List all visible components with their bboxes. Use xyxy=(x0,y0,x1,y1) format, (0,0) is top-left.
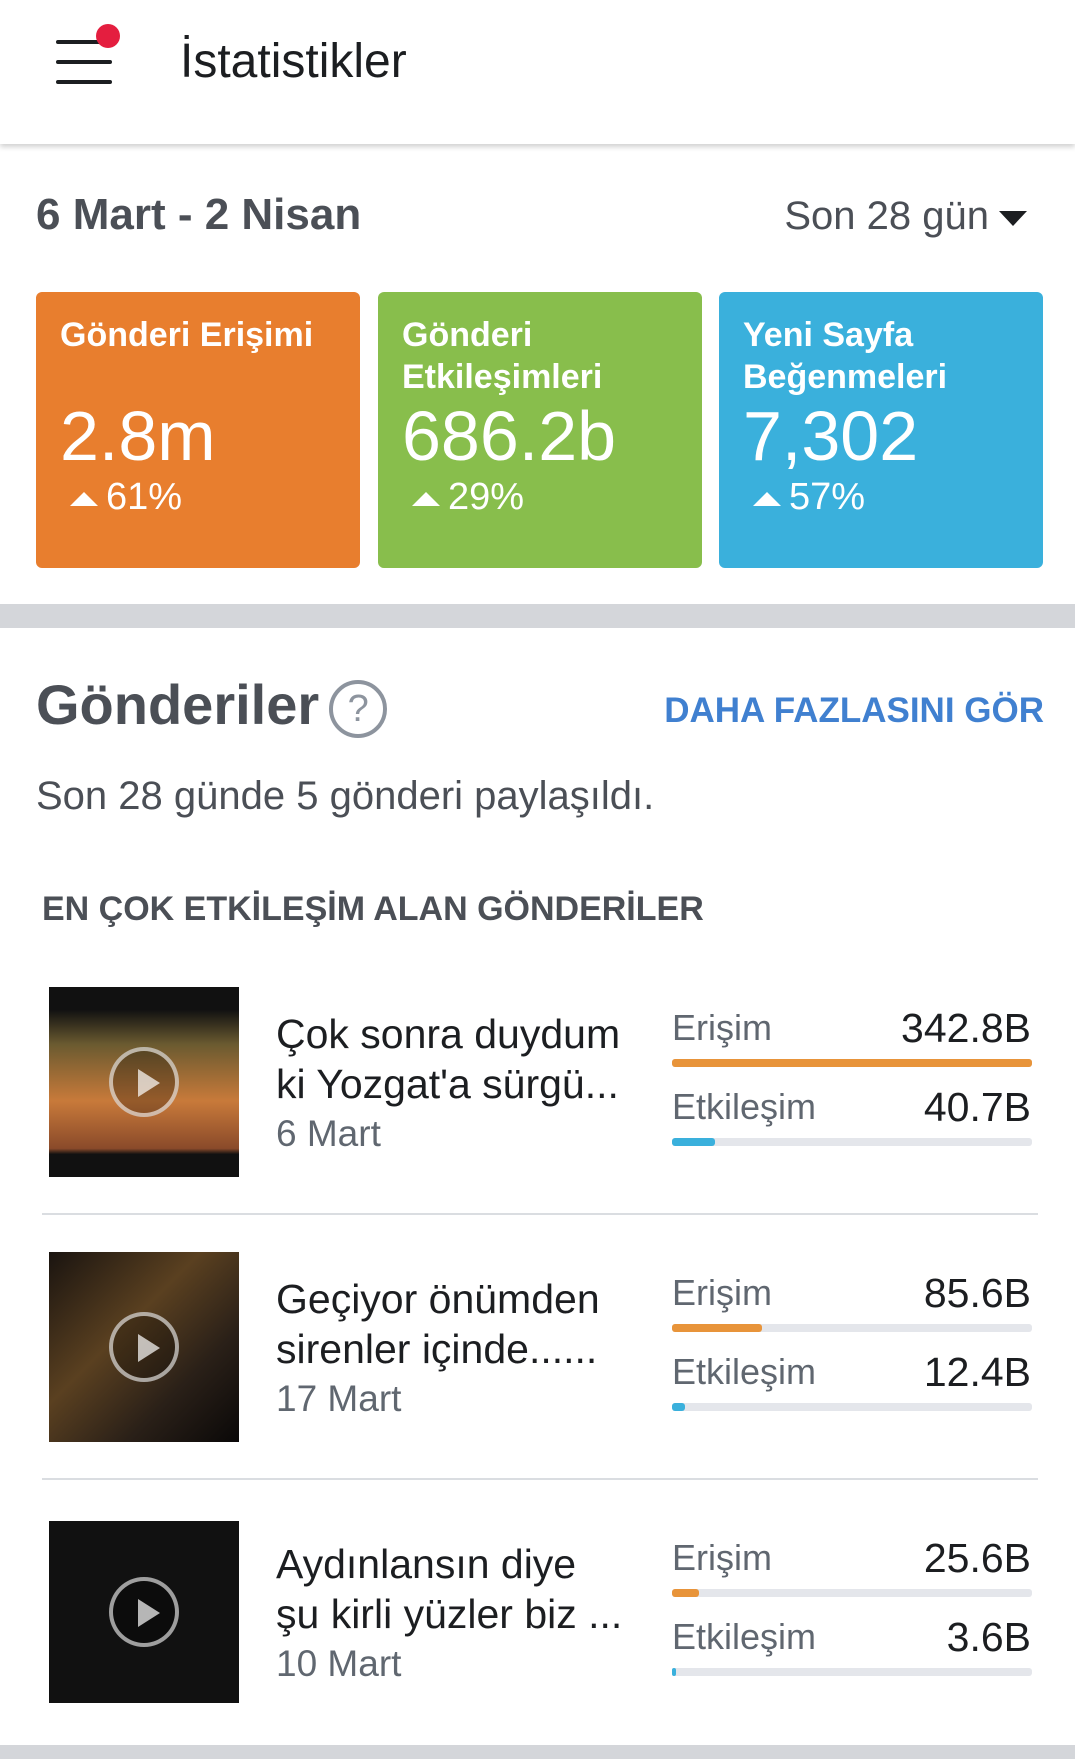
reach-bar xyxy=(672,1589,699,1597)
post-title[interactable]: Aydınlansın diye şu kirli yüzler biz ... xyxy=(276,1539,636,1639)
reach-value: 85.6B xyxy=(923,1270,1031,1316)
post-title-line: ki Yozgat'a sürgü... xyxy=(276,1061,619,1107)
stat-label: Yeni Sayfa Beğenmeleri xyxy=(743,316,948,396)
post-thumbnail[interactable] xyxy=(49,987,239,1177)
engagement-value: 12.4B xyxy=(923,1349,1031,1395)
post-title[interactable]: Geçiyor önümden sirenler içinde...... xyxy=(276,1274,636,1374)
engagement-bar xyxy=(672,1668,676,1676)
change-text: 61% xyxy=(106,476,183,518)
engagement-label: Etkileşim xyxy=(672,1616,817,1657)
stat-card[interactable]: Gönderi Erişimi 2.8m 61% xyxy=(36,292,360,568)
notification-dot xyxy=(96,24,120,48)
engagement-track xyxy=(672,1668,1032,1676)
reach-bar xyxy=(672,1324,762,1332)
engagement-track xyxy=(672,1138,1032,1146)
stat-change: 29% xyxy=(402,476,678,519)
date-range: 6 Mart - 2 Nisan xyxy=(36,190,362,239)
post-date: 6 Mart xyxy=(276,1113,381,1154)
post-thumbnail[interactable] xyxy=(49,1517,239,1707)
stat-card[interactable]: Gönderi Etkileşimleri 686.2b 29% xyxy=(378,292,702,568)
section-title: Gönderiler? xyxy=(36,672,388,739)
post-title-line: Aydınlansın diye xyxy=(276,1541,577,1587)
stat-label: Gönderi Erişimi xyxy=(60,316,314,354)
period-selector[interactable]: Son 28 gün xyxy=(784,194,1027,239)
post-date: 17 Mart xyxy=(276,1378,402,1419)
reach-bar xyxy=(672,1059,1032,1067)
stat-change: 61% xyxy=(60,476,336,519)
period-text: Son 28 gün xyxy=(784,194,989,238)
engagement-value: 3.6B xyxy=(946,1614,1031,1660)
post-title-line: sirenler içinde...... xyxy=(276,1326,598,1372)
stat-value: 2.8m xyxy=(60,397,216,475)
play-icon xyxy=(109,1577,179,1647)
post-title-line: şu kirli yüzler biz ... xyxy=(276,1591,623,1637)
change-text: 29% xyxy=(448,476,525,518)
stat-label: Gönderi Etkileşimleri xyxy=(402,316,603,396)
see-more-link[interactable]: DAHA FAZLASINI GÖR xyxy=(664,691,1044,730)
post-title-line: Geçiyor önümden xyxy=(276,1276,600,1322)
play-icon xyxy=(109,1312,179,1382)
engagement-bar xyxy=(672,1403,686,1411)
post-title-line: Çok sonra duydum xyxy=(276,1011,621,1057)
engagement-bar xyxy=(672,1138,715,1146)
menu-button[interactable] xyxy=(56,40,112,84)
post-title[interactable]: Çok sonra duydum ki Yozgat'a sürgü... xyxy=(276,1009,636,1109)
section-subtitle: Son 28 günde 5 gönderi paylaşıldı. xyxy=(36,774,655,818)
stat-value: 7,302 xyxy=(743,397,919,475)
page-title: İstatistikler xyxy=(180,35,407,88)
help-icon[interactable]: ? xyxy=(329,680,388,739)
list-heading: EN ÇOK ETKİLEŞİM ALAN GÖNDERİLER xyxy=(42,890,704,928)
separator xyxy=(0,604,1075,628)
reach-label: Erişim xyxy=(672,1007,772,1048)
engagement-value: 40.7B xyxy=(923,1084,1031,1130)
change-text: 57% xyxy=(789,476,866,518)
section-title-text: Gönderiler xyxy=(36,673,320,736)
reach-label: Erişim xyxy=(672,1272,772,1313)
stat-card[interactable]: Yeni Sayfa Beğenmeleri 7,302 57% xyxy=(719,292,1043,568)
play-icon xyxy=(109,1047,179,1117)
post-thumbnail[interactable] xyxy=(49,1252,239,1442)
top-bar: İstatistikler xyxy=(0,0,1075,144)
reach-value: 342.8B xyxy=(901,1005,1031,1051)
divider xyxy=(42,1213,1038,1215)
engagement-track xyxy=(672,1403,1032,1411)
engagement-label: Etkileşim xyxy=(672,1351,817,1392)
reach-label: Erişim xyxy=(672,1537,772,1578)
stat-value: 686.2b xyxy=(402,397,617,475)
reach-track xyxy=(672,1059,1032,1067)
reach-value: 25.6B xyxy=(923,1535,1031,1581)
post-date: 10 Mart xyxy=(276,1643,402,1684)
reach-track xyxy=(672,1589,1032,1597)
divider xyxy=(42,1478,1038,1480)
separator xyxy=(0,1745,1075,1759)
engagement-label: Etkileşim xyxy=(672,1086,817,1127)
reach-track xyxy=(672,1324,1032,1332)
stat-change: 57% xyxy=(743,476,1019,519)
